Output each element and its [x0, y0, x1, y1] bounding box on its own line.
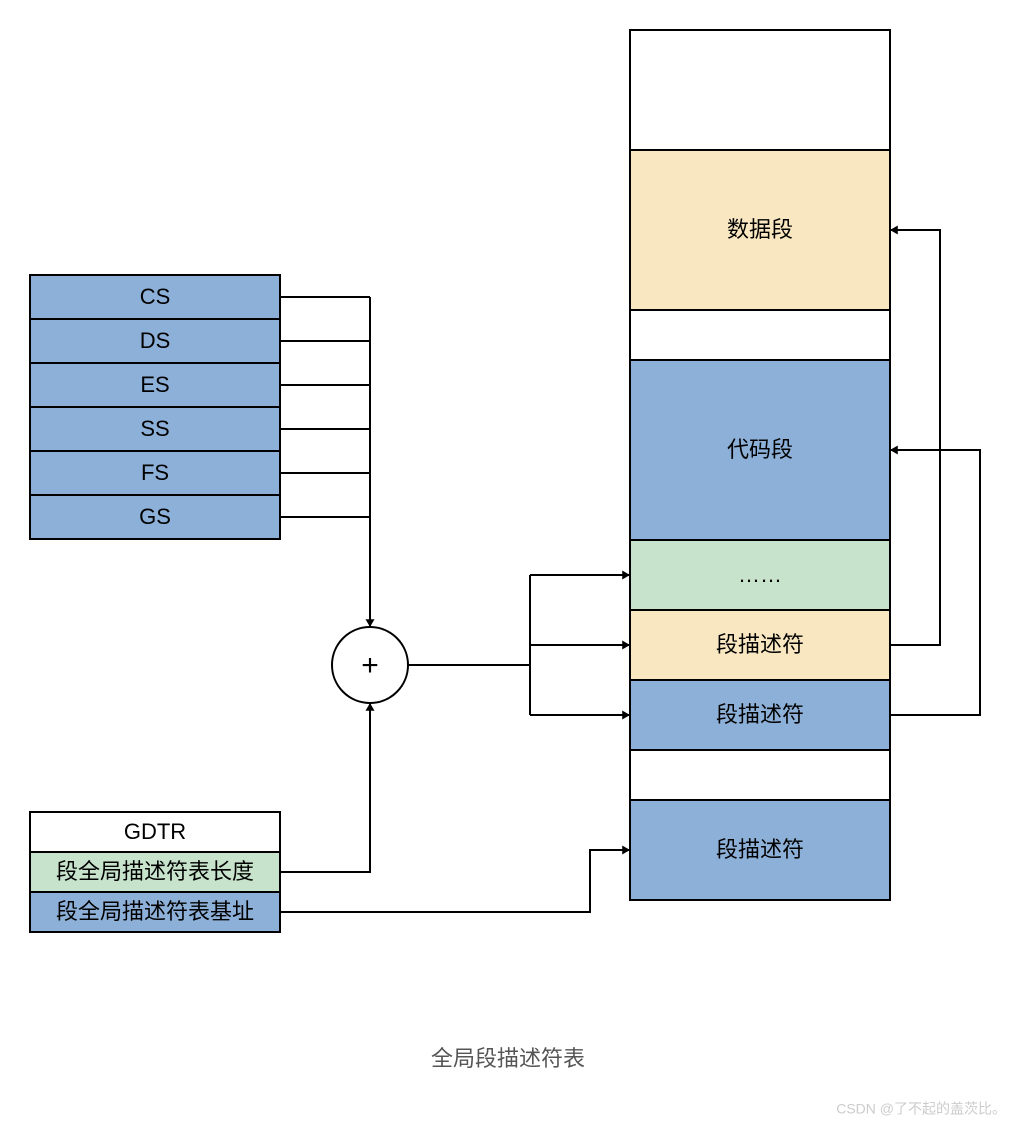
mem-block-0 [630, 30, 890, 150]
mem-label-5: 段描述符 [716, 632, 804, 657]
mem-label-8: 段描述符 [716, 837, 804, 862]
mem-block-2 [630, 310, 890, 360]
mem-label-3: 代码段 [727, 437, 793, 462]
right-arrow-0 [890, 230, 940, 645]
mem-label-6: 段描述符 [716, 702, 804, 727]
right-arrow-1 [890, 450, 980, 715]
mem-block-7 [630, 750, 890, 800]
mem-label-1: 数据段 [727, 217, 793, 242]
register-label-cs: CS [140, 284, 171, 309]
register-label-ss: SS [140, 416, 169, 441]
gdtr-base-to-mem [280, 850, 630, 912]
gdtr-len-to-plus [280, 703, 370, 872]
register-label-gs: GS [139, 504, 171, 529]
mem-label-4: …… [738, 562, 782, 587]
plus-label: + [361, 649, 379, 682]
register-label-es: ES [140, 372, 169, 397]
diagram-caption: 全局段描述符表 [431, 1046, 585, 1071]
gdtr-label-0: GDTR [124, 819, 186, 844]
watermark: CSDN @了不起的盖茨比。 [836, 1101, 1006, 1117]
register-label-ds: DS [140, 328, 171, 353]
register-label-fs: FS [141, 460, 169, 485]
gdtr-label-1: 段全局描述符表长度 [56, 859, 254, 884]
gdtr-label-2: 段全局描述符表基址 [56, 899, 254, 924]
